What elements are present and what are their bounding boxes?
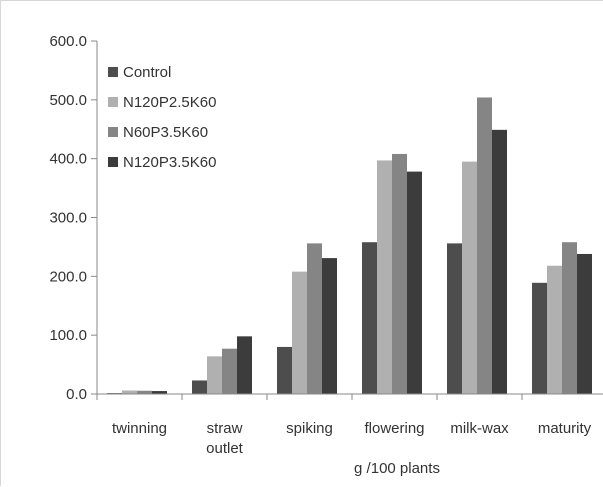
x-tick-label-line: outlet [206,440,244,457]
bar [462,161,477,394]
bar [292,271,307,394]
bar [377,160,392,394]
bar [192,380,207,394]
bar [277,346,292,394]
x-tick-label-line: twinning [112,420,167,437]
legend-swatch [108,127,118,137]
legend-swatch [108,97,118,107]
bar [207,356,222,394]
bar [137,390,152,394]
x-tick-label-line: maturity [538,420,592,437]
y-tick-label: 200.0 [49,268,87,285]
bar [362,242,377,394]
x-tick-label: straw outlet [206,420,244,457]
legend-swatch [108,157,118,167]
x-axis: twinning straw outlet spiking flowering milk-… [96,393,603,457]
y-axis: 0.0 100.0 200.0 300.0 400.0 500.0 600.0 [49,33,98,403]
bar [152,391,167,394]
bar [562,242,577,394]
bar [237,336,252,394]
x-axis-title: g /100 plants [354,460,440,477]
legend-label: N120P2.5K60 [123,94,216,111]
y-tick-label: 0.0 [66,386,87,403]
bar [547,265,562,394]
x-tick-label: flowering [364,420,424,437]
y-tick-label: 600.0 [49,33,87,50]
x-tick-label-line: milk-wax [450,420,509,437]
bar [307,243,322,394]
bar [532,282,547,394]
x-tick-label: milk-wax [450,420,509,437]
y-tick-label: 400.0 [49,151,87,168]
bar [392,153,407,394]
bar [222,348,237,394]
y-tick-label: 300.0 [49,210,87,227]
y-tick-label: 500.0 [49,92,87,109]
bar [322,258,337,394]
x-tick-label-line: spiking [286,420,333,437]
x-tick-label-line: straw [207,420,243,437]
bars [107,97,592,395]
x-tick-label-line: flowering [364,420,424,437]
y-tick-label: 100.0 [49,327,87,344]
bar [492,129,507,395]
bar [447,243,462,394]
bar [577,253,592,394]
legend-label: N60P3.5K60 [123,124,208,141]
legend-swatch [108,67,118,77]
x-tick-label: spiking [286,420,333,437]
bar [122,390,137,394]
legend: Control N120P2.5K60 N60P3.5K60 N120P3.5K60 [108,64,216,171]
x-tick-label: maturity [538,420,592,437]
legend-label: Control [123,64,171,81]
legend-label: N120P3.5K60 [123,154,216,171]
bar [477,97,492,394]
x-tick-label: twinning [112,420,167,437]
bar [407,171,422,394]
